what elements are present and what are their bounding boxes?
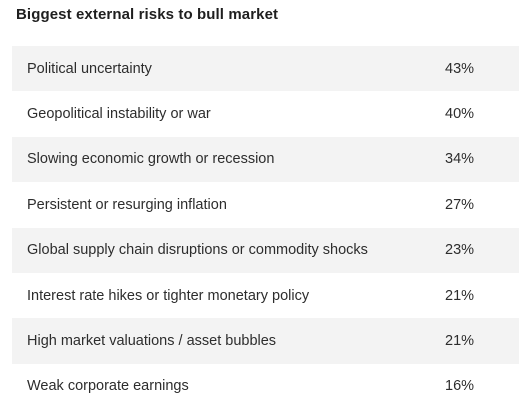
risk-percentage: 40% <box>445 106 475 123</box>
table-row: High market valuations / asset bubbles 21… <box>12 318 519 364</box>
table-row: Slowing economic growth or recession 34% <box>12 136 519 183</box>
table-row: Global supply chain disruptions or commo… <box>12 227 519 273</box>
risk-label: Geopolitical instability or war <box>27 106 211 123</box>
risk-label: Global supply chain disruptions or commo… <box>27 242 368 259</box>
risk-label: Persistent or resurging inflation <box>27 196 227 213</box>
chart-title: Biggest external risks to bull market <box>16 6 279 23</box>
table-row: Weak corporate earnings 16% <box>12 364 519 409</box>
risk-label: Political uncertainty <box>27 60 152 77</box>
risk-percentage: 21% <box>445 287 475 304</box>
risk-percentage: 43% <box>445 60 475 77</box>
risk-percentage: 27% <box>445 196 475 213</box>
table-row: Interest rate hikes or tighter monetary … <box>12 273 519 318</box>
risk-table: Political uncertainty 43% Geopolitical ins… <box>12 46 519 409</box>
risk-percentage: 23% <box>445 242 475 259</box>
table-row: Persistent or resurging inflation 27% <box>12 182 519 227</box>
risk-label: Interest rate hikes or tighter monetary … <box>27 287 310 304</box>
risk-label: Slowing economic growth or recession <box>27 151 275 168</box>
risk-percentage: 21% <box>445 333 475 350</box>
risk-percentage: 34% <box>445 151 475 168</box>
risk-label: High market valuations / asset bubbles <box>27 333 277 350</box>
table-row: Political uncertainty 43% <box>12 46 519 92</box>
risk-label: Weak corporate earnings <box>27 378 189 395</box>
table-row: Geopolitical instability or war 40% <box>12 91 519 136</box>
risk-percentage: 16% <box>445 378 475 395</box>
